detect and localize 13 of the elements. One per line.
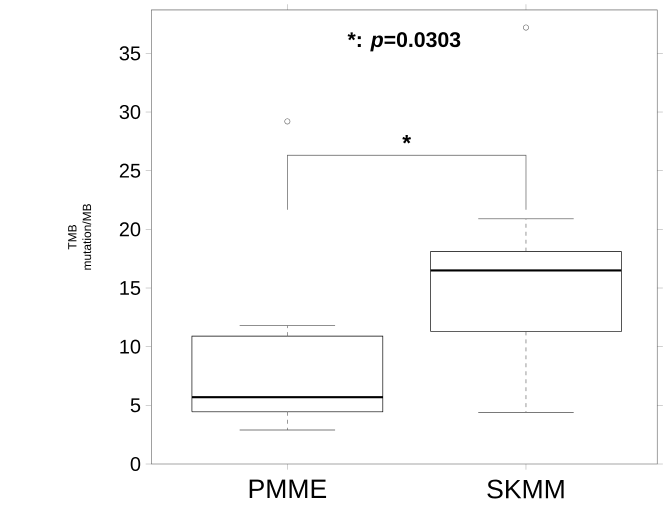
y-tick-label: 20 (120, 222, 140, 237)
y-tick-label: 0 (130, 457, 140, 472)
y-tick-label: 10 (120, 340, 140, 354)
y-tick-label: 25 (120, 164, 140, 178)
y-tick-label: 5 (130, 398, 140, 412)
y-tick-label: 15 (120, 281, 140, 296)
annotation: * (402, 135, 412, 144)
x-tick-label: PMME (250, 480, 326, 498)
y-tick-label: 30 (120, 105, 140, 120)
y-axis-title: TMB mutation/MB (68, 204, 92, 270)
y-tick-label: 35 (120, 46, 140, 61)
x-tick-label: SKMM (487, 480, 564, 499)
annotation: *: p=0.0303 (348, 32, 460, 52)
